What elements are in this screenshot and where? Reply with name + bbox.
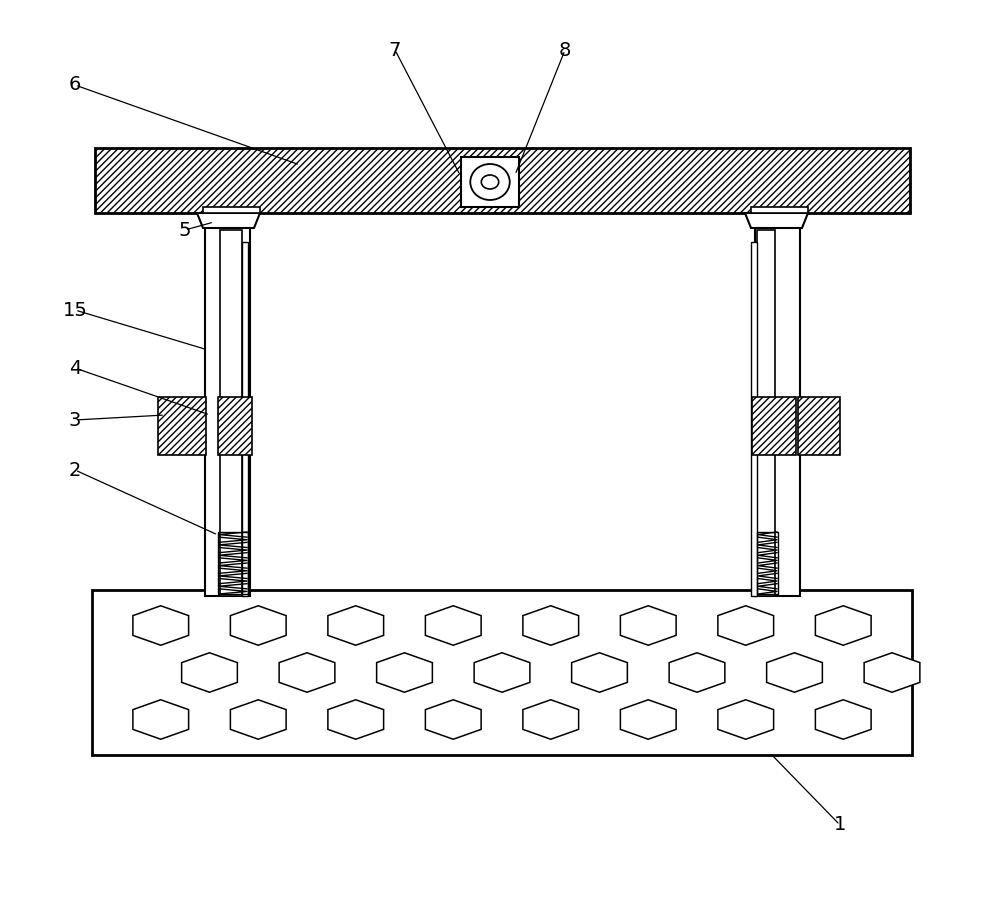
Polygon shape	[864, 652, 920, 693]
Polygon shape	[474, 652, 530, 693]
Bar	[751, 207, 808, 213]
Polygon shape	[718, 606, 774, 645]
Bar	[242, 242, 248, 596]
Polygon shape	[523, 700, 579, 739]
Polygon shape	[133, 606, 189, 645]
Polygon shape	[572, 652, 627, 693]
Bar	[218, 397, 252, 455]
Polygon shape	[425, 700, 481, 739]
Polygon shape	[182, 652, 237, 693]
Polygon shape	[328, 700, 384, 739]
Bar	[92, 590, 912, 755]
Polygon shape	[133, 700, 189, 739]
Text: 5: 5	[179, 221, 191, 240]
Polygon shape	[620, 700, 676, 739]
Bar	[95, 148, 910, 213]
Text: 2: 2	[69, 460, 81, 479]
Text: 6: 6	[69, 76, 81, 94]
Polygon shape	[197, 213, 260, 228]
Ellipse shape	[481, 175, 499, 189]
Text: 15: 15	[63, 300, 87, 319]
Bar	[757, 532, 778, 594]
Bar	[798, 397, 840, 455]
Text: 3: 3	[69, 411, 81, 429]
Bar	[203, 207, 260, 213]
Bar	[461, 157, 519, 207]
Bar	[158, 397, 206, 455]
Polygon shape	[669, 652, 725, 693]
Polygon shape	[328, 606, 384, 645]
Bar	[751, 242, 757, 596]
Bar	[220, 230, 242, 596]
Polygon shape	[230, 700, 286, 739]
Bar	[218, 532, 248, 594]
Polygon shape	[523, 606, 579, 645]
Polygon shape	[815, 700, 871, 739]
Polygon shape	[815, 606, 871, 645]
Polygon shape	[425, 606, 481, 645]
Polygon shape	[279, 652, 335, 693]
Polygon shape	[230, 606, 286, 645]
Bar	[205, 222, 250, 596]
Ellipse shape	[470, 164, 510, 200]
Polygon shape	[377, 652, 432, 693]
Polygon shape	[767, 652, 822, 693]
Text: 1: 1	[834, 815, 846, 834]
Polygon shape	[718, 700, 774, 739]
Polygon shape	[745, 213, 808, 228]
Text: 7: 7	[389, 40, 401, 59]
Bar	[757, 230, 775, 596]
Text: 8: 8	[559, 40, 571, 59]
Bar	[755, 222, 800, 596]
Text: 4: 4	[69, 359, 81, 378]
Bar	[752, 397, 796, 455]
Polygon shape	[620, 606, 676, 645]
